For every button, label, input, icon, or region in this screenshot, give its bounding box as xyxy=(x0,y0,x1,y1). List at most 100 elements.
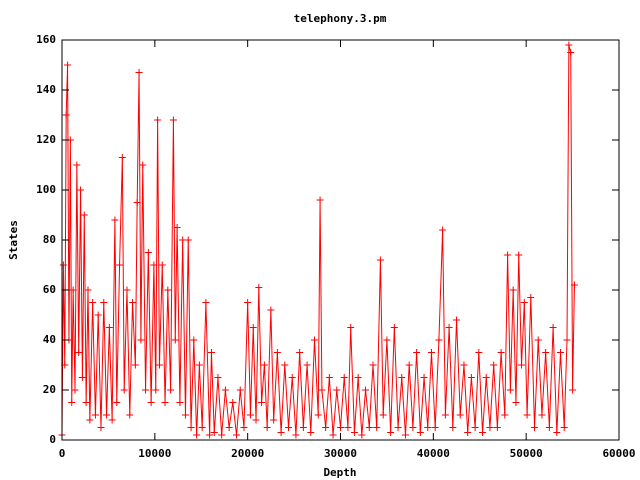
point-marker xyxy=(531,424,539,431)
point-marker xyxy=(62,111,70,119)
point-marker xyxy=(506,386,514,394)
point-marker xyxy=(116,261,124,269)
point-marker xyxy=(344,424,352,431)
point-marker xyxy=(509,286,517,294)
point-marker xyxy=(142,386,150,394)
point-marker xyxy=(147,399,155,406)
point-marker xyxy=(161,399,169,406)
point-marker xyxy=(464,429,472,436)
point-marker xyxy=(190,336,198,344)
point-marker xyxy=(523,411,531,419)
point-marker xyxy=(105,324,113,331)
point-marker xyxy=(538,411,546,419)
point-marker xyxy=(347,324,355,331)
point-marker xyxy=(126,411,134,419)
point-marker xyxy=(441,411,449,419)
point-marker xyxy=(560,424,568,431)
point-marker xyxy=(394,424,402,431)
y-tick-label: 140 xyxy=(36,83,56,96)
point-marker xyxy=(103,411,111,419)
point-marker xyxy=(369,361,377,369)
point-marker xyxy=(84,286,92,294)
point-marker xyxy=(131,361,139,369)
point-marker xyxy=(512,399,520,406)
point-marker xyxy=(97,424,105,431)
y-axis-label: States xyxy=(7,220,20,260)
point-marker xyxy=(171,336,179,344)
point-marker xyxy=(273,349,281,356)
point-marker xyxy=(59,261,67,269)
point-marker xyxy=(296,349,304,356)
point-marker xyxy=(329,431,337,439)
point-marker xyxy=(501,411,509,419)
y-tick-label: 40 xyxy=(43,333,56,346)
point-marker xyxy=(405,361,413,369)
point-marker xyxy=(80,211,88,219)
point-marker xyxy=(420,374,428,381)
point-marker xyxy=(89,299,97,306)
point-marker xyxy=(490,361,498,369)
point-marker xyxy=(387,429,395,436)
point-marker xyxy=(318,386,326,394)
point-marker xyxy=(184,236,192,244)
plot-area xyxy=(58,41,578,439)
point-marker xyxy=(113,399,121,406)
point-marker xyxy=(75,349,83,356)
point-marker xyxy=(471,424,479,431)
y-tick-label: 0 xyxy=(49,433,56,446)
point-marker xyxy=(456,411,464,419)
point-marker xyxy=(299,424,307,431)
point-marker xyxy=(288,374,296,381)
y-tick-label: 160 xyxy=(36,33,56,46)
point-marker xyxy=(413,349,421,356)
y-tick-label: 100 xyxy=(36,183,56,196)
point-marker xyxy=(73,161,81,169)
point-marker xyxy=(340,374,348,381)
y-tick-label: 120 xyxy=(36,133,56,146)
point-marker xyxy=(246,411,254,419)
point-marker xyxy=(518,361,526,369)
point-marker xyxy=(497,349,505,356)
point-marker xyxy=(527,294,535,301)
point-marker xyxy=(520,299,528,306)
point-marker xyxy=(365,424,373,431)
point-marker xyxy=(221,386,229,394)
point-marker xyxy=(193,431,201,439)
y-tick-label: 80 xyxy=(43,233,56,246)
point-marker xyxy=(373,424,381,431)
point-marker xyxy=(173,224,181,231)
point-marker xyxy=(565,41,573,49)
point-marker xyxy=(409,424,417,431)
x-tick-label: 30000 xyxy=(324,447,357,460)
point-marker xyxy=(169,116,177,124)
point-marker xyxy=(133,199,141,206)
point-marker xyxy=(542,349,550,356)
y-tick-label: 20 xyxy=(43,383,56,396)
point-marker xyxy=(108,416,116,424)
point-marker xyxy=(493,424,501,431)
point-marker xyxy=(137,336,145,344)
point-marker xyxy=(155,361,163,369)
point-marker xyxy=(358,431,366,439)
point-marker xyxy=(435,336,443,344)
point-marker xyxy=(150,261,158,269)
point-marker xyxy=(337,424,344,431)
point-marker xyxy=(449,424,457,431)
point-marker xyxy=(82,399,90,406)
point-marker xyxy=(233,431,241,439)
point-marker xyxy=(475,349,483,356)
point-marker xyxy=(445,324,453,331)
point-marker xyxy=(431,424,439,431)
point-marker xyxy=(91,411,99,419)
point-marker xyxy=(77,186,85,194)
point-marker xyxy=(260,361,268,369)
point-marker xyxy=(69,286,77,294)
point-marker xyxy=(553,429,561,436)
point-marker xyxy=(285,424,293,431)
point-marker xyxy=(281,361,289,369)
point-marker xyxy=(545,424,553,431)
x-tick-label: 50000 xyxy=(510,447,543,460)
point-marker xyxy=(401,431,409,439)
point-marker xyxy=(563,336,571,344)
point-marker xyxy=(453,316,461,324)
